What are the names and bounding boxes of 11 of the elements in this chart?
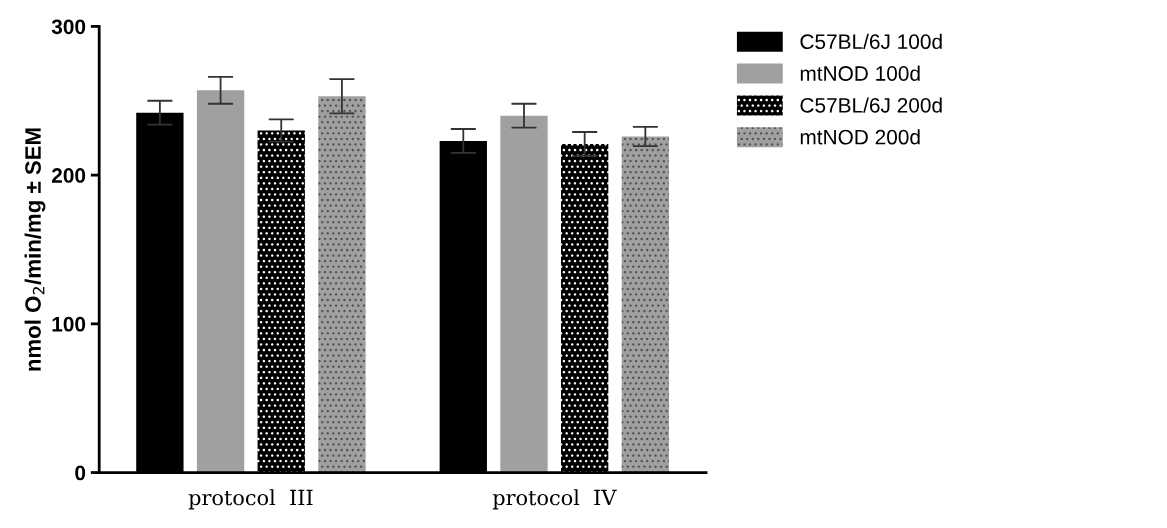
y-tick-label: 0 xyxy=(75,465,86,481)
x-tick-label: protocol III xyxy=(188,489,313,510)
legend-label: C57BL/6J 100d xyxy=(800,33,942,50)
legend-label: C57BL/6J 200d xyxy=(800,97,942,113)
y-tick-label: 200 xyxy=(51,168,86,183)
legend-label: mtNOD 200d xyxy=(800,129,920,145)
y-tick-label: 100 xyxy=(52,316,86,332)
legend-label: mtNOD 100d xyxy=(800,65,920,81)
y-axis-title: nmol O$_{2}$/min/mg ± SEM xyxy=(24,128,46,371)
x-tick-label: protocol IV xyxy=(492,489,617,510)
y-tick-label: 300 xyxy=(51,19,86,35)
